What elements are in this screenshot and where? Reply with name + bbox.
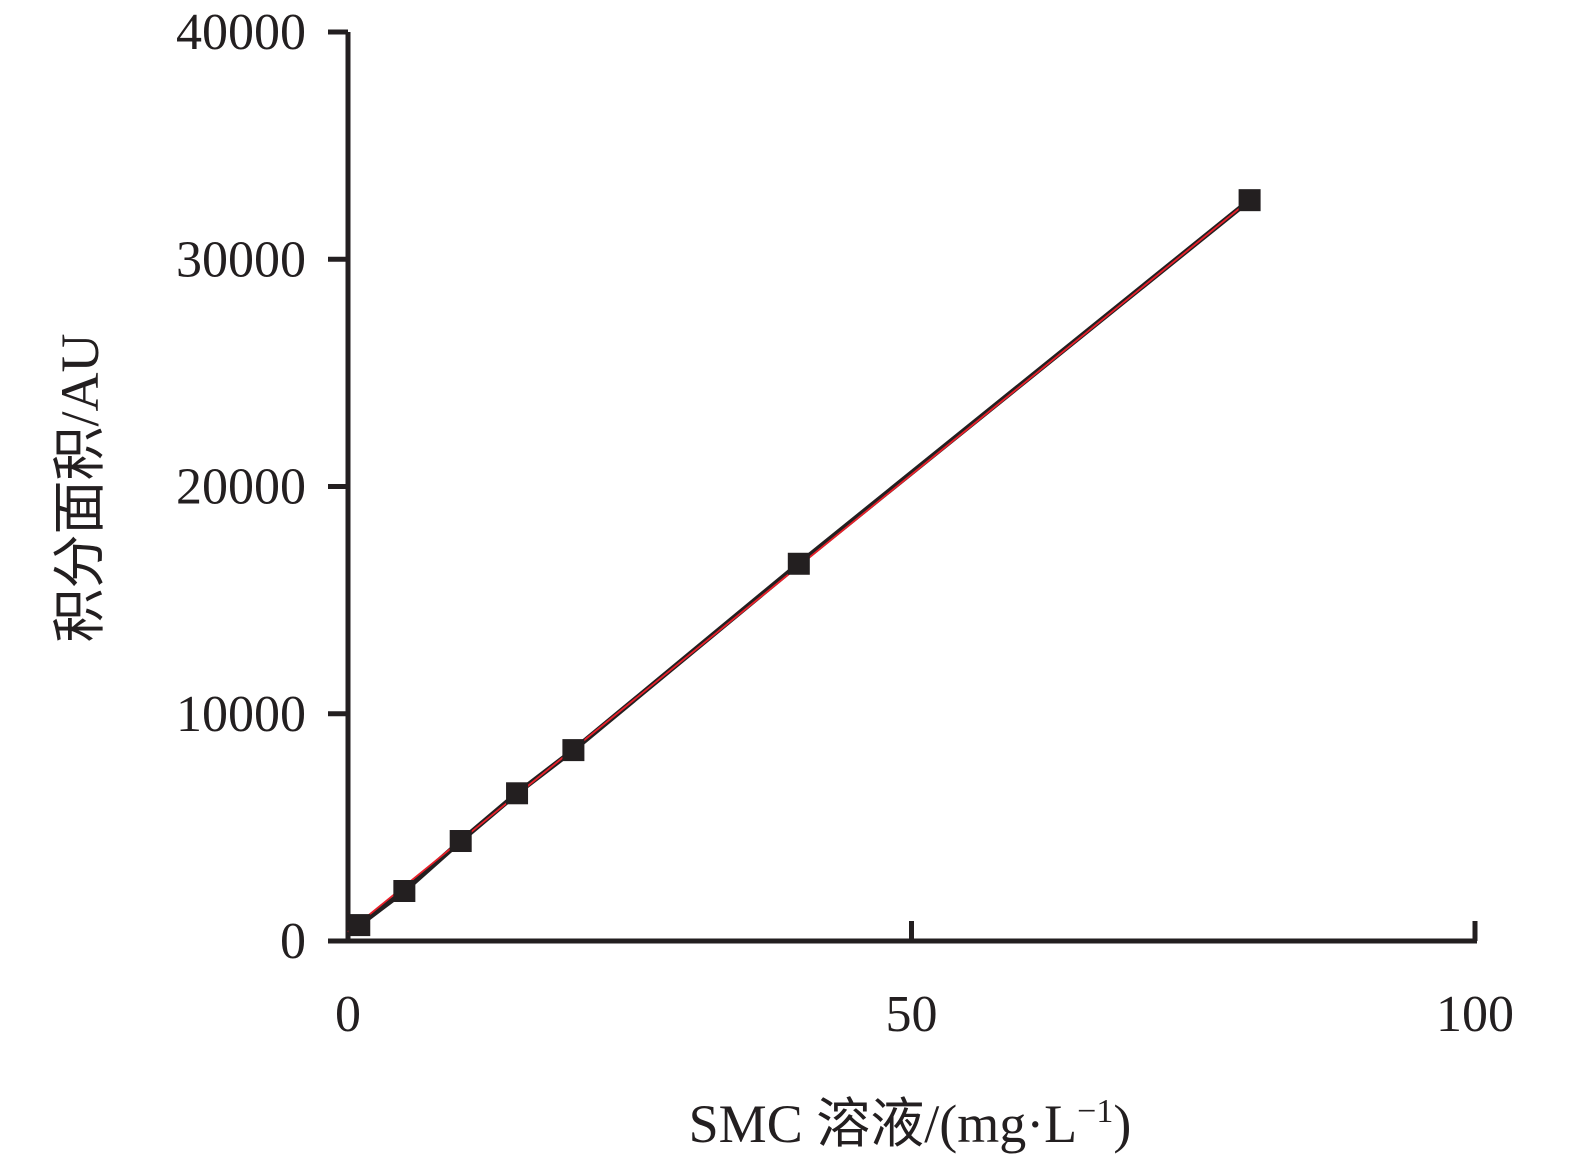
y-tick-label: 30000 [176, 231, 306, 288]
data-point [449, 830, 472, 853]
x-tick-label: 0 [335, 986, 361, 1043]
y-axis-title: 积分面积/AU [50, 334, 110, 643]
data-point [562, 739, 585, 762]
data-point [393, 880, 416, 903]
y-tick-label: 20000 [176, 459, 306, 516]
y-tick-label: 40000 [176, 4, 306, 61]
x-axis-title: SMC 溶液/(mg·L−1) [689, 1093, 1132, 1154]
data-point [1238, 189, 1261, 212]
y-tick-label: 10000 [176, 686, 306, 743]
data-point [348, 914, 371, 937]
data-point [787, 552, 810, 575]
x-tick-label: 50 [886, 986, 938, 1043]
y-tick-label: 0 [280, 913, 306, 970]
axes [328, 29, 1478, 944]
x-tick-label: 100 [1436, 986, 1514, 1043]
chart-marks [347, 189, 1261, 937]
data-point [506, 782, 529, 805]
tick-labels: 0 10000 20000 30000 40000 0 50 100 [176, 4, 1514, 1043]
